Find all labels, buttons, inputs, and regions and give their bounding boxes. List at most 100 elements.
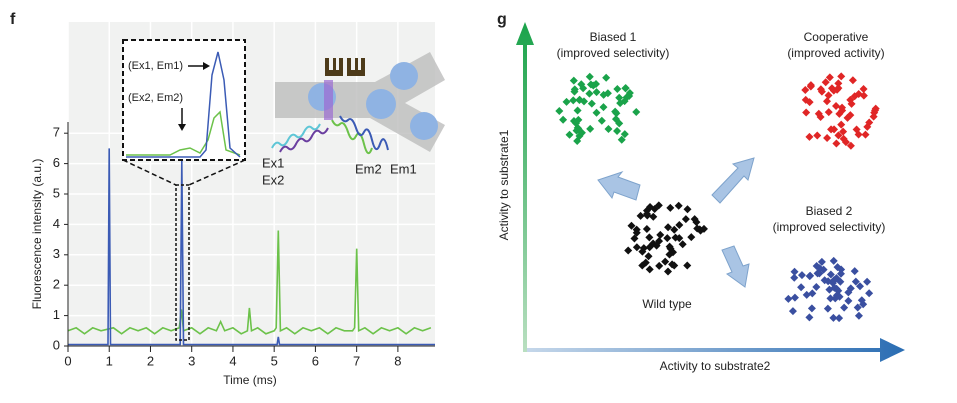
diamond [822,97,831,106]
x-tick-label: 1 [106,353,113,368]
block-arrow [721,245,750,288]
diamond [620,130,629,139]
diamond [592,88,601,97]
y-axis-label: Activity to substrate1 [497,129,511,240]
diamond [646,202,655,211]
diamond [851,277,860,286]
diamond [656,230,665,239]
droplet [410,112,438,140]
diamond [603,89,612,98]
diamond [805,313,814,322]
diamond [661,257,670,266]
diamond [855,282,864,291]
ticks: 0 1 2 3 4 5 6 7 0 1 2 3 4 5 6 7 8 [53,125,402,369]
y-tick-label: 7 [53,125,60,140]
diamond [655,261,664,270]
diamond [604,124,613,133]
diamond [805,132,814,141]
diamond [627,221,636,230]
diamond [854,130,863,139]
block-arrow [711,157,755,204]
diamond [666,203,675,212]
diamond [831,294,840,303]
diamond [788,307,797,316]
diamond [613,126,622,135]
wave [279,127,329,153]
diamond [683,205,692,214]
droplet [390,62,418,90]
diamond [615,93,624,102]
laser [324,80,333,120]
diamond [869,112,878,121]
diamond [573,106,582,115]
diamond [668,260,677,269]
diamond [837,72,846,81]
node-subtitle: (improved activity) [787,46,884,60]
diamond [663,234,672,243]
node-title: Biased 2 [806,204,853,218]
diamond [826,270,835,279]
emission-label: Em2 [355,161,382,176]
node-title: Cooperative [804,30,869,44]
diamond [847,99,856,108]
diamond [830,276,839,285]
diamond [850,267,859,276]
diamond [834,79,843,88]
diamond [675,234,684,243]
diamond [569,76,578,85]
diamond [655,237,664,246]
diamond [592,108,601,117]
diamond [678,240,687,249]
diamond [670,225,679,234]
y-tick-label: 2 [53,277,60,292]
droplet [366,89,396,119]
diamond [833,263,842,272]
diamond [836,269,845,278]
diamond [806,82,815,91]
diamond [839,127,848,136]
inset-label: (Ex1, Em1) [128,60,183,72]
diamond [649,212,658,221]
diamond [801,85,810,94]
diamond [871,104,880,113]
x-tick-label: 7 [353,353,360,368]
diamond [805,272,814,281]
diamond [597,116,606,125]
y-tick-label: 5 [53,185,60,200]
diamond [812,282,821,291]
x-axis-label: Activity to substrate2 [660,359,771,373]
diamond [555,107,564,116]
diamond [562,97,571,106]
node-title: Wild type [642,297,692,311]
diamond [835,314,844,323]
diamond [859,300,868,309]
diamond [616,99,625,108]
diamond [784,294,793,303]
diamond [632,228,641,237]
x-tick-label: 2 [147,353,154,368]
clusters: Biased 1 (improved selectivity) Cooperativ… [555,30,885,323]
inset-green [126,110,241,156]
node-subtitle: (improved selectivity) [557,46,670,60]
diamond [817,87,826,96]
diamond [853,303,862,312]
diamond [790,273,799,282]
diamond [572,119,581,128]
diamond [585,72,594,81]
diamond [824,91,833,100]
diamond [820,276,829,285]
diamond [577,128,586,137]
diamond [621,84,630,93]
diamond [807,304,816,313]
diamond [643,210,652,219]
x-tick-label: 8 [394,353,401,368]
diamond [844,296,853,305]
diamond [813,131,822,140]
excitation-label: Ex1 [262,155,284,170]
x-tick-label: 0 [64,353,71,368]
x-tick-label: 4 [229,353,236,368]
diamond [602,73,611,82]
diamond [681,215,690,224]
diamond [823,304,832,313]
diamond [836,277,845,286]
